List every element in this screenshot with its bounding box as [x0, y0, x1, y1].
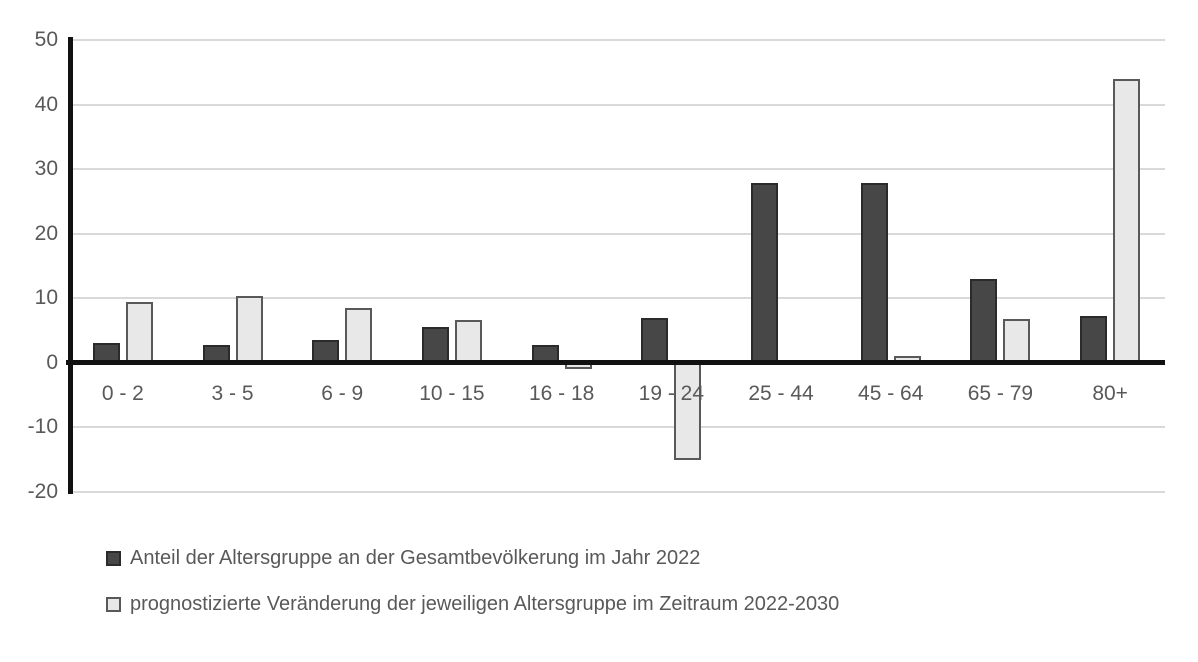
- legend-label-share-2022: Anteil der Altersgruppe an der Gesamtbev…: [130, 546, 701, 569]
- y-axis-tick-label-20: 20: [34, 221, 58, 245]
- y-axis-tick-label-0: 0: [46, 350, 58, 374]
- x-axis-category-label-0-2: 0 - 2: [101, 381, 144, 405]
- y-axis-tick-label-30: 30: [34, 157, 58, 181]
- x-axis-category-label-80+: 80+: [1092, 381, 1128, 405]
- x-axis-category-label-6-9: 6 - 9: [321, 381, 364, 405]
- bar-series0-45-64: [860, 183, 888, 363]
- x-axis-category-label-19-24: 19 - 24: [638, 381, 705, 405]
- x-axis-category-label-10-15: 10 - 15: [419, 381, 485, 405]
- x-axis-category-label-45-64: 45 - 64: [858, 381, 924, 405]
- y-axis-tick-label-50: 50: [34, 28, 58, 51]
- bar-series0-65-79: [970, 278, 998, 363]
- legend-item-share-2022: Anteil der Altersgruppe an der Gesamtbev…: [106, 545, 839, 571]
- bar-series1-80+: [1113, 78, 1141, 363]
- gridline-40: [68, 103, 1165, 106]
- bar-series0-80+: [1080, 316, 1108, 363]
- x-axis-category-label-16-18: 16 - 18: [528, 381, 595, 405]
- x-axis-category-label-3-5: 3 - 5: [211, 381, 254, 405]
- gridline--20: [68, 491, 1165, 493]
- bar-series1-0-2: [125, 301, 153, 363]
- bar-series1-19-24: [674, 362, 702, 460]
- x-axis-category-label-65-79: 65 - 79: [967, 381, 1034, 405]
- bar-series1-65-79: [1003, 318, 1031, 363]
- y-axis-line: [68, 37, 73, 494]
- y-axis-tick-label-40: 40: [34, 92, 58, 116]
- x-axis-zero-line: [66, 360, 1165, 366]
- legend-swatch-light-icon: [106, 596, 121, 612]
- legend: Anteil der Altersgruppe an der Gesamtbev…: [106, 545, 839, 637]
- x-axis-category-label-25-44: 25 - 44: [748, 381, 814, 405]
- bar-series0-19-24: [641, 317, 669, 363]
- bar-series1-10-15: [454, 320, 482, 363]
- bar-series1-3-5: [235, 296, 263, 363]
- gridline-50: [68, 39, 1165, 41]
- legend-label-forecast-change: prognostizierte Veränderung der jeweilig…: [130, 592, 840, 615]
- bar-series0-10-15: [421, 327, 449, 363]
- gridline-30: [68, 168, 1165, 171]
- gridline-20: [68, 232, 1165, 235]
- legend-item-forecast-change: prognostizierte Veränderung der jeweilig…: [106, 591, 839, 617]
- gridline--10: [68, 426, 1165, 429]
- y-axis-tick-label--10: -10: [27, 415, 58, 439]
- bar-series0-25-44: [751, 183, 779, 363]
- legend-swatch-dark-icon: [106, 550, 121, 566]
- bar-series1-6-9: [345, 307, 373, 363]
- y-axis-tick-label-10: 10: [34, 286, 58, 310]
- gridline-10: [68, 297, 1165, 300]
- y-axis-tick-label--20: -20: [27, 480, 58, 503]
